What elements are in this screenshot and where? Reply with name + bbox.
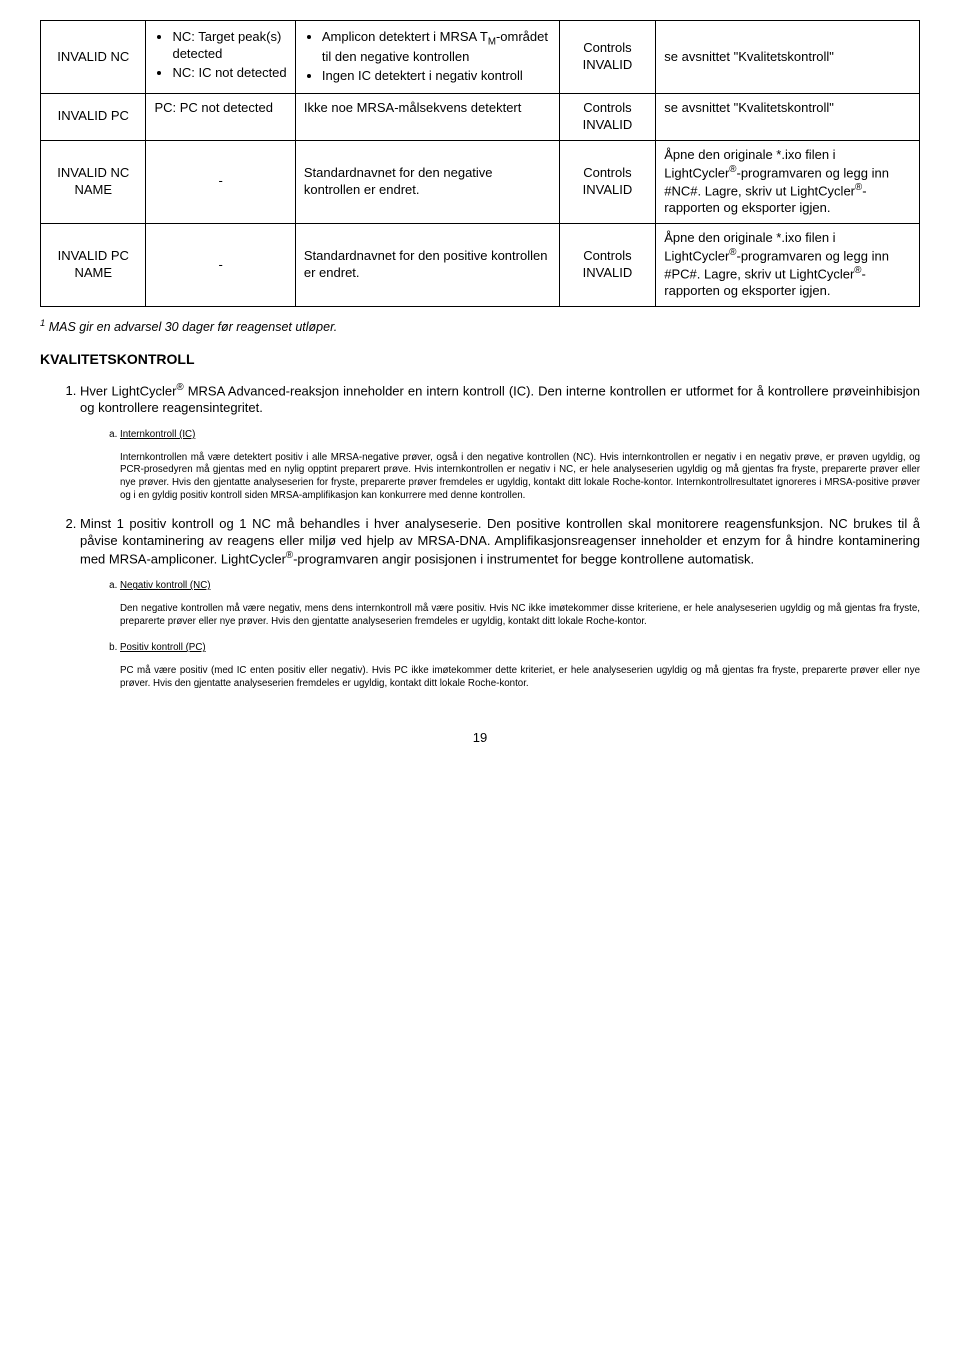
cell-description: Amplicon detektert i MRSA TM-området til… [295,21,559,94]
cell-condition: PC: PC not detected [146,94,295,141]
cell-code: INVALID PC NAME [41,224,146,307]
sub-heading: Internkontroll (IC) [120,429,195,440]
sub-list-item: Negativ kontroll (NC) Den negative kontr… [120,580,920,628]
bullet-item: NC: Target peak(s) detected [172,29,286,63]
paragraph: Internkontrollen må være detektert posit… [120,452,920,503]
footnote: 1 MAS gir en advarsel 30 dager før reage… [40,317,920,335]
bullet-item: NC: IC not detected [172,65,286,82]
paragraph: PC må være positiv (med IC enten positiv… [120,665,920,690]
sub-list-item: Positiv kontroll (PC) PC må være positiv… [120,642,920,690]
cell-action: se avsnittet "Kvalitetskontroll" [656,94,920,141]
cell-status: Controls INVALID [559,140,656,223]
cell-condition: NC: Target peak(s) detected NC: IC not d… [146,21,295,94]
cell-description: Standardnavnet for den positive kontroll… [295,224,559,307]
list-item: Minst 1 positiv kontroll og 1 NC må beha… [80,516,920,690]
paragraph: Den negative kontrollen må være negativ,… [120,603,920,628]
numbered-list: Hver LightCycler® MRSA Advanced-reaksjon… [40,382,920,691]
sub-heading: Positiv kontroll (PC) [120,642,206,653]
section-title: KVALITETSKONTROLL [40,350,920,368]
cell-status: Controls INVALID [559,94,656,141]
cell-code: INVALID NC NAME [41,140,146,223]
cell-code: INVALID PC [41,94,146,141]
cell-status: Controls INVALID [559,224,656,307]
table-row: INVALID NC NC: Target peak(s) detected N… [41,21,920,94]
results-table: INVALID NC NC: Target peak(s) detected N… [40,20,920,307]
page-number: 19 [40,730,920,747]
cell-description: Ikke noe MRSA-målsekvens detektert [295,94,559,141]
cell-condition: - [146,140,295,223]
cell-action: Åpne den originale *.ixo filen i LightCy… [656,140,920,223]
cell-code: INVALID NC [41,21,146,94]
table-row: INVALID PC PC: PC not detected Ikke noe … [41,94,920,141]
bullet-item: Amplicon detektert i MRSA TM-området til… [322,29,551,66]
sub-list: Negativ kontroll (NC) Den negative kontr… [80,580,920,690]
cell-status: Controls INVALID [559,21,656,94]
sub-heading: Negativ kontroll (NC) [120,580,210,591]
list-item: Hver LightCycler® MRSA Advanced-reaksjon… [80,382,920,502]
cell-condition: - [146,224,295,307]
cell-action: Åpne den originale *.ixo filen i LightCy… [656,224,920,307]
sub-list-item: Internkontroll (IC) Internkontrollen må … [120,429,920,502]
bullet-list: Amplicon detektert i MRSA TM-området til… [304,29,551,85]
bullet-item: Ingen IC detektert i negativ kontroll [322,68,551,85]
cell-action: se avsnittet "Kvalitetskontroll" [656,21,920,94]
cell-description: Standardnavnet for den negative kontroll… [295,140,559,223]
table-row: INVALID NC NAME - Standardnavnet for den… [41,140,920,223]
sub-list: Internkontroll (IC) Internkontrollen må … [80,429,920,502]
bullet-list: NC: Target peak(s) detected NC: IC not d… [154,29,286,82]
table-row: INVALID PC NAME - Standardnavnet for den… [41,224,920,307]
